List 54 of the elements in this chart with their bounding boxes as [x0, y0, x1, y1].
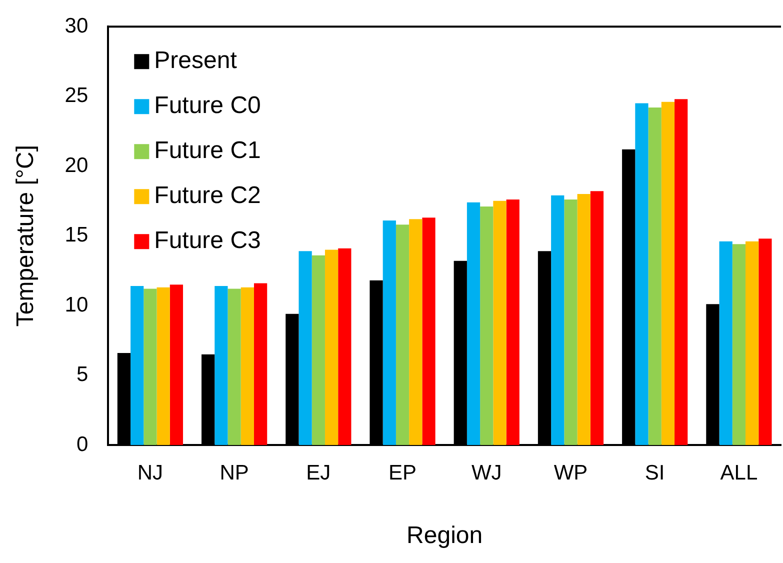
bar: [324, 250, 338, 445]
bar: [551, 195, 564, 445]
bar: [577, 194, 590, 445]
bar: [493, 200, 506, 445]
y-axis-title: Temperature [°C]: [12, 144, 40, 327]
bar: [130, 286, 144, 445]
bar: [144, 288, 157, 445]
y-tick-label: 25: [64, 84, 88, 108]
bar: [719, 241, 732, 445]
bar: [214, 286, 228, 445]
bar: [422, 218, 436, 445]
bar: [240, 287, 254, 445]
bar: [409, 219, 422, 445]
legend-label: Present: [154, 47, 238, 74]
x-tick-label: NP: [220, 461, 249, 484]
x-axis-title: Region: [406, 522, 483, 550]
bar: [396, 224, 410, 445]
x-tick-label: ALL: [720, 461, 758, 484]
bar: [506, 200, 520, 445]
x-tick-label: EP: [388, 461, 417, 484]
x-tick-label: WP: [554, 461, 588, 484]
bar: [635, 103, 648, 445]
bar: [338, 248, 352, 445]
bar: [254, 283, 268, 445]
bar: [648, 107, 662, 445]
bar: [156, 287, 170, 445]
bar: [661, 102, 675, 445]
bar: [746, 241, 759, 445]
y-tick-label: 30: [64, 14, 88, 38]
bar: [312, 255, 325, 445]
y-tick-label: 0: [76, 432, 88, 456]
bar: [480, 206, 494, 445]
bar: [170, 284, 184, 445]
y-tick-label: 20: [64, 154, 88, 177]
y-tick-label: 10: [64, 293, 88, 316]
bar: [674, 99, 688, 445]
x-tick-label: SI: [644, 461, 665, 484]
bar: [564, 200, 578, 445]
y-tick-label: 15: [64, 224, 88, 247]
bar: [382, 220, 396, 445]
legend-label: Future C1: [154, 137, 261, 164]
bar: [590, 191, 604, 445]
x-tick-label: EJ: [306, 461, 331, 484]
bar: [298, 251, 312, 445]
bar: [758, 238, 772, 445]
legend-label: Future C0: [154, 92, 261, 120]
x-tick-label: WJ: [471, 461, 502, 484]
x-tick-label: NJ: [137, 461, 164, 484]
bar: [466, 202, 480, 445]
bar: [228, 288, 241, 445]
y-tick-label: 5: [76, 363, 88, 386]
legend-label: Future C2: [154, 182, 261, 210]
bar: [732, 244, 746, 445]
legend-label: Future C3: [154, 227, 261, 254]
